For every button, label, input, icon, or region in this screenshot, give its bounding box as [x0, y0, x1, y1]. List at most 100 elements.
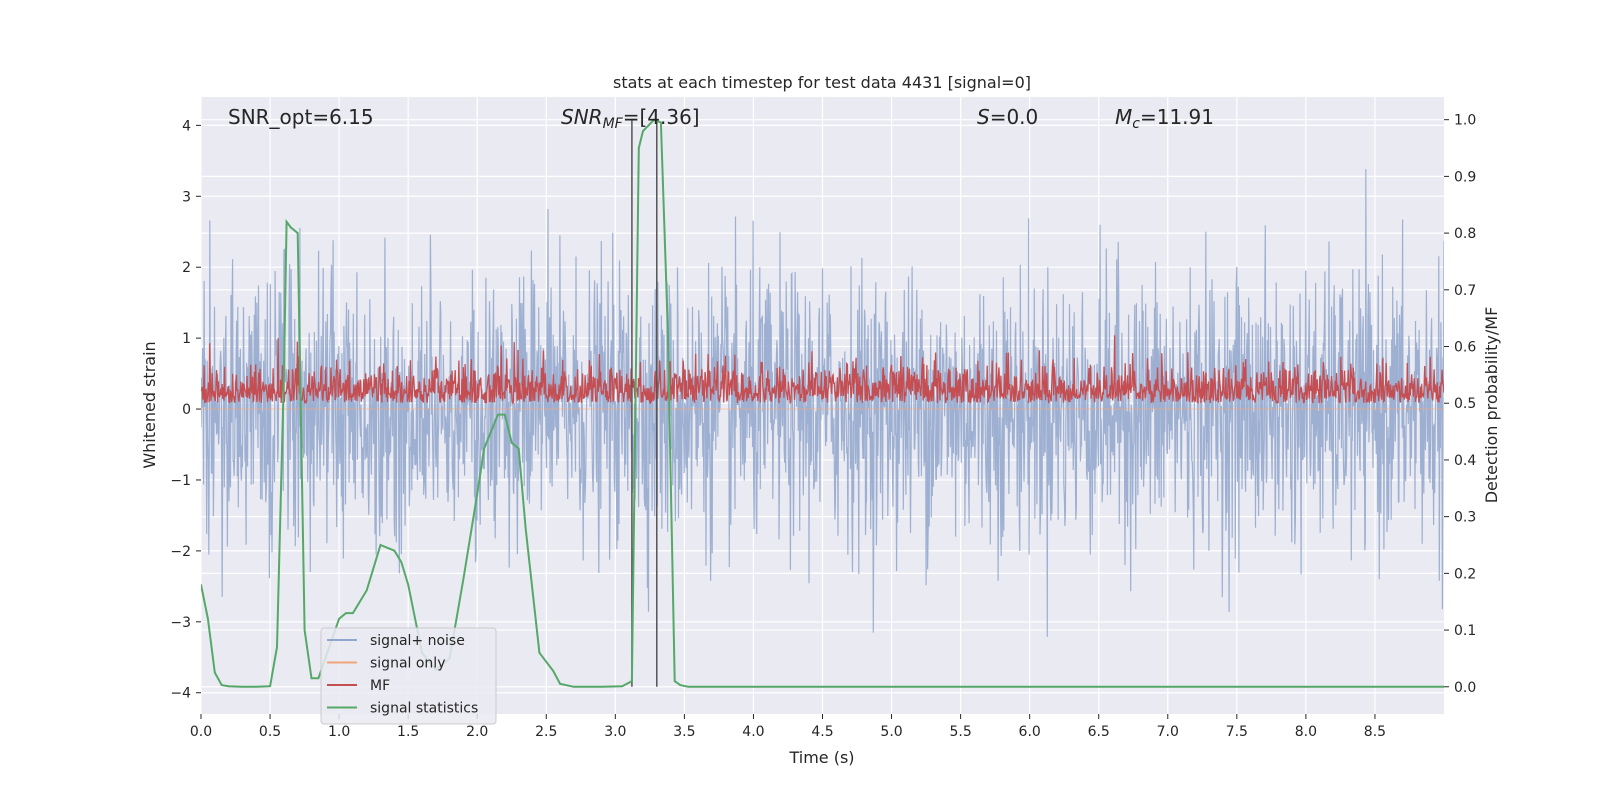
annotation-snr-mf-value: =[4.36]	[623, 105, 700, 129]
y2-tick-label: 0.5	[1454, 396, 1476, 412]
signal-statistics-point	[1028, 686, 1031, 688]
annotation-mc-sub: c	[1132, 116, 1140, 132]
signal-statistics-point	[407, 583, 410, 586]
y-tick-label: −4	[170, 686, 191, 702]
signal-statistics-point	[207, 617, 209, 620]
y2-tick-label: 0.6	[1454, 340, 1476, 356]
signal-statistics-point	[687, 686, 690, 688]
annotation-snr-opt: SNR_opt=6.15	[228, 105, 374, 129]
y2-tick-label: 0.3	[1454, 510, 1476, 526]
signal-statistics-point	[638, 147, 640, 149]
y-axis-ticks: −4 −3 −2 −1 0 1 2 3 4	[170, 118, 201, 702]
x-tick-label: 1.0	[328, 724, 350, 740]
signal-statistics-point	[214, 671, 216, 674]
y-tick-label: 1	[182, 331, 191, 347]
signal-statistics-point	[631, 680, 633, 682]
signal-statistics-point	[365, 589, 368, 592]
signal-statistics-point	[220, 684, 223, 686]
y2-tick-label: 0.4	[1454, 453, 1476, 469]
signal-statistics-point	[517, 447, 520, 450]
signal-statistics-point	[490, 430, 492, 433]
signal-statistics-point	[338, 617, 340, 620]
signal-statistics-point	[504, 413, 506, 416]
signal-statistics-point	[476, 493, 479, 495]
y-tick-label: −3	[170, 615, 191, 631]
annotation-mc-label: M	[1115, 105, 1132, 129]
signal-statistics-point	[890, 686, 893, 688]
annotation-snr-mf: SNRMF=[4.36]	[561, 105, 700, 132]
x-tick-label: 5.0	[880, 724, 902, 740]
signal-statistics-point	[393, 549, 396, 552]
signal-statistics-point	[379, 544, 382, 546]
signal-statistics-point	[285, 221, 288, 223]
annotation-s-value: =0.0	[990, 105, 1039, 129]
signal-statistics-point	[679, 684, 681, 686]
x-tick-label: 8.0	[1295, 724, 1317, 740]
signal-statistics-point	[667, 328, 669, 331]
signal-statistics-point	[497, 413, 499, 416]
y-tick-label: 2	[182, 260, 191, 276]
signal-statistics-point	[201, 583, 202, 586]
x-tick-label: 3.0	[604, 724, 626, 740]
x-tick-label: 1.5	[397, 724, 419, 740]
x-tick-label: 7.5	[1226, 724, 1248, 740]
y2-tick-label: 0.8	[1454, 226, 1476, 242]
signal-statistics-point	[653, 118, 655, 121]
y2-axis-ticks: 0.0 0.1 0.2 0.3 0.4 0.5 0.6 0.7 0.8 0.9 1.0	[1444, 113, 1476, 696]
signal-statistics-point	[317, 677, 320, 680]
x-axis-label: Time (s)	[788, 748, 854, 767]
signal-statistics-point	[303, 629, 306, 631]
y-tick-label: 4	[182, 118, 191, 134]
signal-statistics-point	[400, 561, 403, 563]
signal-statistics-point	[621, 685, 623, 687]
x-tick-label: 6.0	[1019, 724, 1041, 740]
signal-statistics-point	[511, 442, 513, 444]
signal-statistics-point	[352, 612, 354, 614]
legend-label: signal statistics	[370, 701, 478, 717]
y2-tick-label: 1.0	[1454, 113, 1476, 129]
x-tick-label: 3.5	[673, 724, 695, 740]
signal-statistics-point	[642, 130, 644, 132]
signal-statistics-point	[559, 683, 561, 685]
x-tick-label: 4.5	[811, 724, 833, 740]
x-tick-label: 6.5	[1088, 724, 1110, 740]
signal-statistics-point	[483, 447, 485, 450]
x-tick-label: 2.5	[535, 724, 557, 740]
x-tick-label: 7.0	[1157, 724, 1179, 740]
signal-statistics-point	[524, 527, 527, 529]
signal-statistics-point	[296, 232, 299, 234]
signal-statistics-point	[552, 670, 554, 672]
legend-label: MF	[370, 678, 390, 694]
y2-tick-label: 0.9	[1454, 169, 1476, 185]
signal-statistics-point	[283, 374, 285, 376]
y2-tick-label: 0.2	[1454, 566, 1476, 582]
signal-statistics-point	[241, 686, 244, 688]
annotation-s-label: S	[977, 105, 990, 129]
signal-statistics-point	[462, 578, 465, 580]
signal-statistics-point	[1305, 686, 1307, 688]
x-tick-label: 5.5	[949, 724, 971, 740]
y2-tick-label: 0.7	[1454, 283, 1476, 299]
y-tick-label: −2	[170, 544, 191, 560]
signal-statistics-point	[290, 226, 292, 229]
legend: signal+ noise signal only MF signal statist…	[320, 627, 497, 725]
y-tick-label: 3	[182, 189, 191, 205]
annotation-mc: Mc=11.91	[1115, 105, 1214, 132]
signal-statistics-point	[310, 677, 313, 680]
signal-statistics-point	[600, 686, 603, 688]
x-tick-label: 0.0	[190, 724, 212, 740]
annotation-snr-mf-sub: MF	[603, 116, 624, 132]
mf-trace	[201, 335, 1444, 405]
legend-box	[320, 627, 497, 725]
signal-statistics-point	[660, 121, 662, 124]
signal-statistics-point	[538, 652, 541, 654]
signal-statistics-point	[1167, 686, 1169, 688]
x-tick-label: 2.0	[466, 724, 488, 740]
signal-statistics-point	[269, 685, 271, 687]
signal-statistics-point	[673, 680, 676, 682]
legend-label: signal+ noise	[370, 633, 465, 649]
signal-statistics-point	[1443, 686, 1444, 688]
x-tick-label: 8.5	[1364, 724, 1386, 740]
signal-statistics-point	[647, 124, 650, 127]
y-axis-label: Whitened strain	[140, 341, 159, 468]
